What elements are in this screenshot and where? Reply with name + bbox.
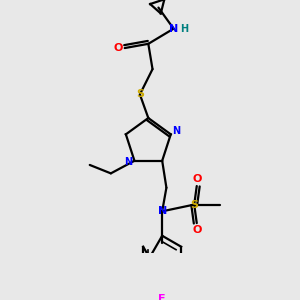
Text: O: O: [113, 43, 123, 53]
Text: O: O: [192, 174, 201, 184]
Text: N: N: [124, 158, 132, 167]
Text: N: N: [158, 206, 167, 216]
Text: N: N: [169, 24, 178, 34]
Text: N: N: [172, 126, 181, 136]
Text: S: S: [136, 89, 144, 99]
Text: O: O: [192, 225, 201, 235]
Text: H: H: [180, 24, 188, 34]
Text: F: F: [158, 294, 166, 300]
Text: S: S: [190, 200, 198, 210]
